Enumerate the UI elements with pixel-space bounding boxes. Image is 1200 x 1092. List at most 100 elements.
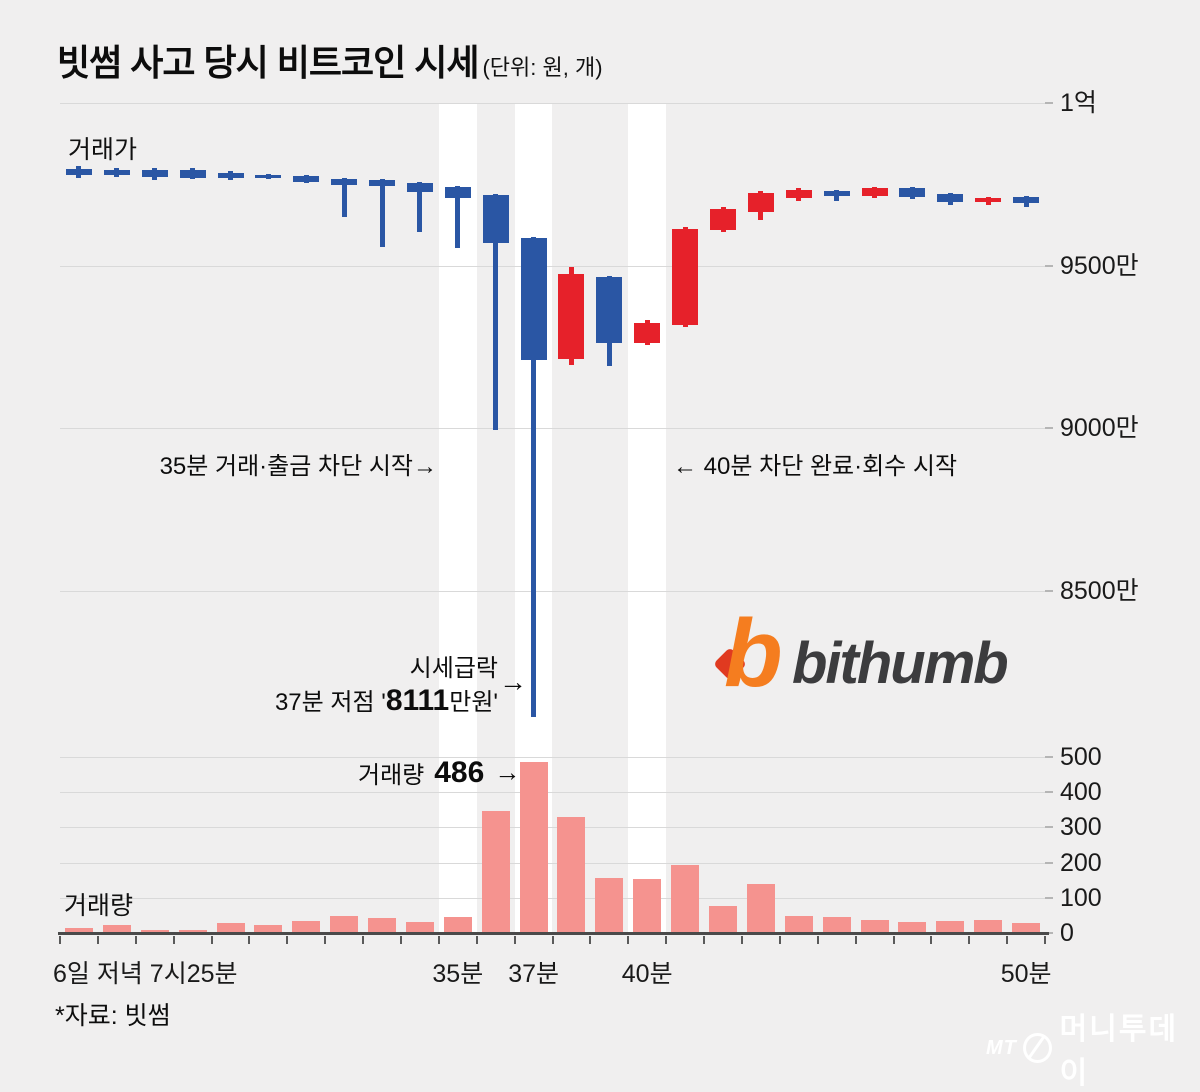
price-gridline [60,103,1045,104]
x-axis-label: 35분 [432,960,484,988]
volume-bar [898,922,927,933]
source-note: *자료: 빗썸 [55,1002,171,1030]
x-axis-tick [968,936,971,944]
x-axis-tick [59,936,61,944]
chart-title: 빗썸 사고 당시 비트코인 시세 [57,42,479,83]
annotation-crash-line1: 시세급락 [409,655,498,682]
price-gridline [60,428,1045,429]
price-axis-tick [1045,427,1053,429]
volume-bar [140,929,169,933]
x-axis-tick [134,936,137,944]
x-axis-tick [172,936,175,944]
volume-bar [405,922,434,933]
x-axis-tick [551,936,554,944]
candle-body [179,169,206,178]
candle-body [520,237,547,361]
volume-axis-label: 300 [1060,813,1102,842]
candle-body [937,194,964,203]
x-axis-line [58,932,1049,935]
candle-body [255,175,282,179]
price-axis-label: 8500만 [1060,576,1139,605]
x-axis-label: 40분 [621,960,673,988]
volume-bar [64,927,93,933]
price-axis-tick [1045,589,1053,592]
volume-series-label: 거래량 [64,892,134,920]
moneytoday-slash-icon [1028,1034,1046,1059]
volume-bar [633,879,662,933]
x-axis-tick [892,936,895,944]
volume-peak-arrow-icon: → [494,757,521,787]
candle-body [975,197,1002,203]
annotation-block-end: ← 40분 차단 완료·회수 시작 [673,453,958,480]
price-axis-label: 1억 [1060,89,1097,117]
candle-body [406,182,433,192]
x-axis-tick [703,936,705,944]
x-axis-tick [930,936,933,944]
moneytoday-name: 머니투데이 [1059,1013,1179,1090]
volume-bar [292,920,321,933]
candle-body [1013,196,1040,204]
x-axis-tick [816,936,819,944]
candlestick-volume-chart: 1억 9500만 9000만 8500만 500 400 300 200 100 0 6일 저녁 7… [53,89,1139,988]
volume-axis-tick [1045,932,1053,934]
candle-body [65,169,92,176]
bithumb-logo-mark: b [713,604,784,710]
candle-body [899,188,926,197]
candle-body [103,169,130,176]
x-axis-tick [665,936,668,944]
volume-peak-label: 거래량 [358,762,425,789]
moneytoday-circle-icon [1022,1033,1052,1063]
volume-gridline [60,756,1045,758]
volume-bar [974,919,1003,933]
price-axis-tick [1045,102,1053,104]
volume-bar [557,816,586,933]
candle-wick [455,185,461,248]
chart-unit-note: (단위: 원, 개) [482,55,603,80]
candle-body [141,169,168,178]
price-axis-tick [1045,264,1053,267]
x-axis-tick [286,936,289,944]
volume-axis-tick [1045,755,1053,758]
volume-gridline [60,862,1045,864]
x-axis-tick [740,936,743,944]
volume-bar [481,811,510,933]
x-axis-tick [96,936,99,944]
candle-body [634,323,661,343]
x-axis-tick [400,936,402,944]
moneytoday-watermark: MT 머니투데이 [986,1004,1200,1092]
header: 빗썸 사고 당시 비트코인 시세 (단위: 원, 개) [57,34,603,86]
x-axis-tick [513,936,516,944]
volume-bar [443,917,472,933]
price-series-label: 거래가 [68,136,138,164]
candle-body [293,176,320,182]
annotation-volume-peak: 거래량 486 → [358,755,520,790]
x-axis-tick [324,936,327,944]
volume-peak-value: 486 [434,755,485,789]
candle-body [369,180,395,186]
candle-body [785,190,812,198]
price-axis-label: 9000만 [1060,414,1139,442]
annotation-crash-low: 시세급락 37분 저점 '8111만원' [275,653,498,719]
volume-bar [519,761,548,933]
x-axis-tick [210,936,213,944]
volume-bar [216,923,245,933]
x-axis-tick [854,936,857,944]
candle-body [217,172,244,179]
x-axis-tick [248,936,251,944]
volume-bar [860,920,889,933]
volume-axis-tick [1045,826,1053,829]
candle-body [747,193,774,212]
volume-axis-tick [1045,791,1053,793]
annotation-crash-line2: 37분 저점 '8111만원' [274,684,498,717]
x-axis-label: 50분 [1000,960,1052,988]
candle-body [444,186,471,198]
volume-axis-label: 500 [1060,742,1102,771]
candle-wick [341,178,347,218]
candle-body [672,229,699,325]
volume-bar [102,925,131,933]
candle-body [823,191,850,196]
candle-wick [417,182,423,232]
crash-low-value: 8111 [385,684,450,717]
price-gridline [60,265,1045,267]
volume-bar [709,905,737,933]
